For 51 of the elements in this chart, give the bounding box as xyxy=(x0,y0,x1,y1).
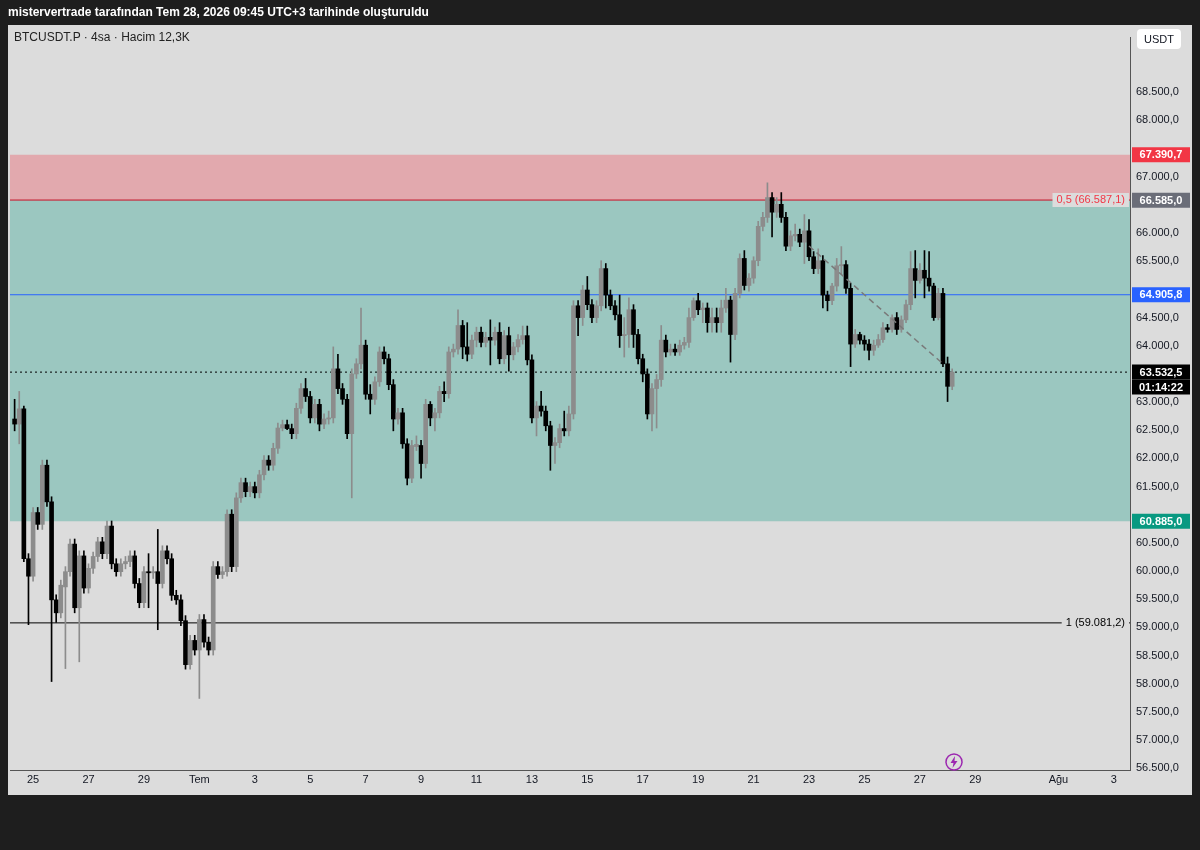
y-tick-label: 68.500,0 xyxy=(1136,85,1179,98)
y-tick-label: 62.500,0 xyxy=(1136,423,1179,436)
y-tick-label: 58.000,0 xyxy=(1136,676,1179,689)
x-tick-label: 25 xyxy=(26,772,40,785)
x-tick-label: 9 xyxy=(417,772,425,785)
x-tick-label: 3 xyxy=(251,772,258,785)
y-tick-label: 57.000,0 xyxy=(1136,733,1179,746)
x-tick-label: Tem xyxy=(188,772,210,785)
x-tick-label: 25 xyxy=(858,772,871,785)
y-tick-label: 60.000,0 xyxy=(1136,564,1179,577)
y-tick-label: 64.500,0 xyxy=(1136,310,1179,323)
x-tick-label: 11 xyxy=(470,772,483,785)
y-tick-label: 56.500,0 xyxy=(1136,761,1179,774)
x-tick-label: 17 xyxy=(636,772,649,785)
x-tick-label: Ağu xyxy=(1048,772,1069,785)
ref-line-label: 64.905,8 xyxy=(1139,288,1183,301)
y-tick-label: 65.500,0 xyxy=(1136,254,1179,267)
x-tick-label: 27 xyxy=(82,772,95,785)
band-label: 60.885,0 xyxy=(1139,514,1183,527)
chart-title: mistervertrade tarafından Tem 28, 2026 09:45 UTC+3 tarihinde oluşturuldu xyxy=(8,5,429,19)
y-tick-label: 63.000,0 xyxy=(1136,395,1179,408)
annotation: 0,5 (66.587,1) xyxy=(1056,193,1125,206)
y-tick-label: 61.500,0 xyxy=(1136,479,1179,492)
y-tick-label: 64.000,0 xyxy=(1136,338,1179,351)
annotation: 1 (59.081,2) xyxy=(1065,615,1126,628)
x-tick-label: 15 xyxy=(581,772,594,785)
x-tick-label: 29 xyxy=(969,772,982,785)
y-tick-label: 66.000,0 xyxy=(1136,226,1179,239)
ref-line-label: 63.532,5 xyxy=(1139,365,1183,378)
y-tick-label: 59.500,0 xyxy=(1136,592,1179,605)
x-tick-label: 5 xyxy=(307,772,314,785)
band-label: 67.390,7 xyxy=(1139,148,1183,161)
text: 01:14:22 xyxy=(1138,380,1184,393)
x-tick-label: 19 xyxy=(692,772,705,785)
y-tick-label: 57.500,0 xyxy=(1136,705,1179,717)
y-tick-label: 60.500,0 xyxy=(1136,535,1179,548)
ref-line-label: 66.585,0 xyxy=(1139,193,1183,206)
x-tick-label: 7 xyxy=(362,772,369,785)
y-tick-label: 59.000,0 xyxy=(1136,620,1179,633)
x-tick-label: 27 xyxy=(913,772,926,785)
y-axis-title: USDT xyxy=(1137,29,1181,49)
x-tick-label: 13 xyxy=(525,772,539,785)
y-tick-label: 67.000,0 xyxy=(1136,169,1179,182)
x-tick-label: 23 xyxy=(802,772,816,785)
y-tick-label: 58.500,0 xyxy=(1136,648,1179,661)
y-tick-label: 62.000,0 xyxy=(1136,451,1179,464)
x-tick-label: 29 xyxy=(137,772,151,785)
chart-subtitle: BTCUSDT.P · 4sa · Hacim 12,3K xyxy=(14,30,190,44)
x-tick-label: 21 xyxy=(747,772,760,785)
y-tick-label: 68.000,0 xyxy=(1136,113,1179,126)
x-tick-label: 3 xyxy=(1110,772,1117,785)
